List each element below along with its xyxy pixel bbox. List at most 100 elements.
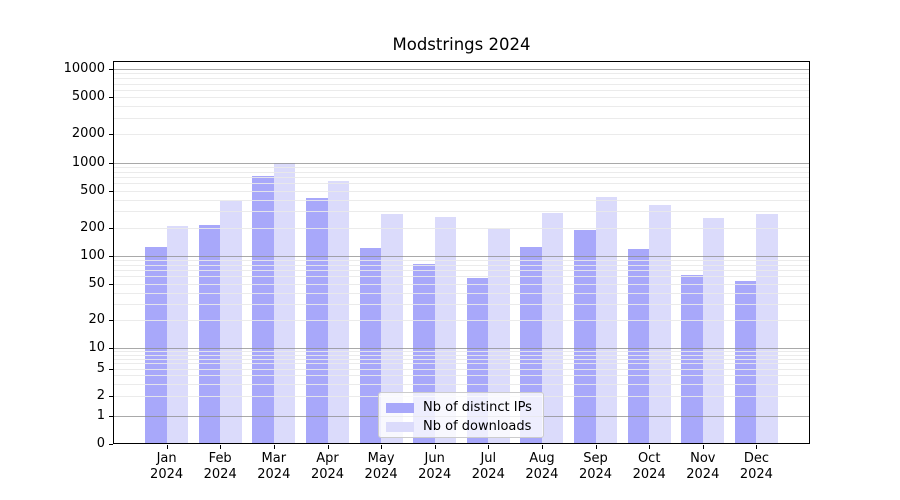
- x-tick-month: Jul: [480, 451, 497, 466]
- y-tick-label-5: 5: [96, 360, 105, 376]
- legend-label: Nb of distinct IPs: [423, 400, 532, 415]
- gridline-minor-6: [114, 363, 809, 365]
- bar-nb-of-downloads-dec: [756, 213, 778, 444]
- x-tick-aug: [541, 445, 543, 449]
- chart-title: Modstrings 2024: [392, 35, 531, 54]
- bar-nb-of-downloads-aug: [541, 212, 564, 444]
- bar-nb-of-distinct-ips-may: [359, 247, 382, 444]
- x-tick-feb: [220, 445, 222, 449]
- bar-nb-of-downloads-apr: [327, 181, 349, 444]
- y-tick-10: [109, 348, 113, 349]
- gridline-minor-9000: [114, 73, 809, 75]
- x-tick-label-apr: Apr 2024: [298, 451, 358, 483]
- x-tick-year: 2024: [525, 467, 559, 482]
- gridline-minor-700: [114, 177, 809, 178]
- y-tick-10000: [109, 69, 113, 70]
- y-tick-label-1: 1: [96, 408, 105, 423]
- x-tick-label-may: May 2024: [351, 451, 411, 483]
- legend-label: Nb of downloads: [423, 419, 532, 434]
- bar-nb-of-downloads-nov: [702, 218, 725, 444]
- gridline-minor-4000: [114, 106, 809, 108]
- gridline-minor-20: [114, 320, 809, 322]
- x-tick-month: Feb: [208, 451, 232, 466]
- gridline-minor-7000: [114, 83, 809, 85]
- x-tick-label-oct: Oct 2024: [619, 451, 679, 483]
- x-tick-label-sep: Sep 2024: [566, 451, 626, 483]
- y-tick-5: [109, 368, 113, 370]
- y-tick-label-10000: 10000: [63, 61, 105, 76]
- bar-nb-of-distinct-ips-dec: [734, 281, 757, 444]
- x-tick-label-jun: Jun 2024: [405, 451, 465, 483]
- x-tick-month: May: [367, 451, 395, 466]
- x-tick-month: Nov: [690, 451, 716, 466]
- gridline-minor-5: [114, 368, 809, 370]
- y-tick-200: [109, 227, 113, 229]
- y-tick-100: [109, 256, 113, 257]
- x-tick-dec: [756, 445, 758, 449]
- x-tick-year: 2024: [471, 467, 505, 482]
- x-tick-month: Apr: [316, 451, 339, 466]
- gridline-minor-300: [114, 211, 809, 213]
- x-tick-jan: [166, 445, 168, 449]
- x-tick-month: Jun: [424, 451, 445, 466]
- gridline-minor-9: [114, 351, 809, 353]
- bar-nb-of-downloads-jul: [488, 228, 510, 444]
- legend-item-nb-of-distinct-ips: Nb of distinct IPs: [386, 398, 536, 417]
- y-tick-label-5000: 5000: [71, 89, 105, 105]
- gridline-minor-3000: [114, 117, 809, 119]
- gridline-minor-200: [114, 227, 809, 229]
- x-tick-year: 2024: [364, 467, 398, 482]
- bar-nb-of-downloads-jun: [434, 217, 457, 444]
- y-tick-label-1000: 1000: [71, 154, 105, 170]
- x-tick-year: 2024: [203, 467, 237, 482]
- gridline-major-10: [114, 348, 809, 349]
- x-tick-label-nov: Nov 2024: [673, 451, 733, 483]
- gridline-minor-3: [114, 383, 809, 385]
- x-tick-jul: [488, 445, 490, 449]
- gridline-major-1000: [114, 162, 809, 164]
- gridline-minor-500: [114, 190, 809, 192]
- legend-swatch-icon: [386, 402, 414, 413]
- y-tick-1000: [109, 162, 113, 164]
- gridline-minor-400: [114, 199, 809, 201]
- x-tick-nov: [702, 445, 704, 449]
- legend-item-nb-of-downloads: Nb of downloads: [386, 417, 536, 436]
- x-tick-year: 2024: [418, 467, 452, 482]
- bar-nb-of-distinct-ips-mar: [252, 175, 274, 444]
- x-tick-oct: [649, 445, 651, 449]
- gridline-minor-2000: [114, 134, 809, 136]
- bar-nb-of-distinct-ips-oct: [627, 249, 650, 444]
- x-tick-year: 2024: [310, 467, 345, 482]
- bar-nb-of-distinct-ips-jan: [145, 246, 167, 444]
- gridline-minor-8000: [114, 78, 809, 80]
- gridline-minor-900: [114, 166, 809, 168]
- y-tick-label-20: 20: [88, 312, 105, 328]
- x-tick-label-mar: Mar 2024: [244, 451, 304, 483]
- x-tick-apr: [327, 445, 329, 449]
- gridline-minor-7: [114, 358, 809, 360]
- gridline-minor-40: [114, 292, 809, 294]
- y-tick-label-10: 10: [88, 340, 105, 355]
- x-tick-year: 2024: [739, 467, 773, 482]
- x-tick-month: Mar: [261, 451, 287, 466]
- x-tick-month: Dec: [743, 451, 769, 466]
- x-tick-year: 2024: [578, 467, 613, 482]
- gridline-major-100: [114, 256, 809, 257]
- gridline-minor-5000: [114, 97, 809, 99]
- y-tick-label-500: 500: [80, 182, 105, 198]
- y-tick-50: [109, 283, 113, 285]
- legend: Nb of distinct IPs Nb of downloads: [378, 392, 544, 438]
- y-tick-20: [109, 320, 113, 322]
- bar-nb-of-distinct-ips-sep: [574, 229, 596, 444]
- y-tick-label-2: 2: [96, 387, 105, 403]
- gridline-minor-600: [114, 183, 809, 185]
- bar-nb-of-downloads-oct: [649, 204, 671, 444]
- x-tick-label-dec: Dec 2024: [726, 451, 786, 483]
- gridline-minor-6000: [114, 89, 809, 91]
- y-tick-1: [109, 416, 113, 417]
- x-tick-month: Sep: [583, 451, 608, 466]
- x-tick-month: Aug: [529, 451, 555, 466]
- x-tick-jun: [434, 445, 436, 449]
- gridline-minor-70: [114, 270, 809, 272]
